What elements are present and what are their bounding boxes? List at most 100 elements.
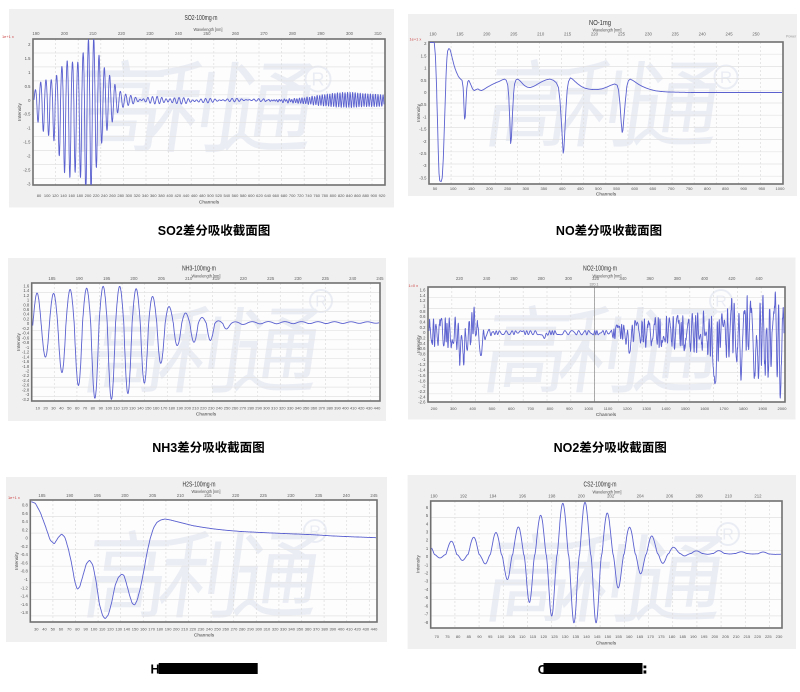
svg-text:150: 150 xyxy=(132,627,139,632)
svg-text:R: R xyxy=(720,68,732,87)
svg-text:-2.5: -2.5 xyxy=(419,151,427,156)
svg-text:195: 195 xyxy=(103,276,111,281)
svg-text:180: 180 xyxy=(669,634,676,639)
svg-text:1000: 1000 xyxy=(584,406,594,411)
svg-text:-0.6: -0.6 xyxy=(22,335,30,340)
svg-text:200: 200 xyxy=(61,31,69,36)
svg-text:230: 230 xyxy=(146,31,154,36)
svg-text:-2: -2 xyxy=(423,139,427,144)
svg-text:225: 225 xyxy=(765,634,772,639)
svg-text:420: 420 xyxy=(174,193,181,198)
svg-text:-1.6: -1.6 xyxy=(418,373,426,378)
svg-text:165: 165 xyxy=(637,634,644,639)
svg-text:230: 230 xyxy=(198,627,205,632)
svg-text:95: 95 xyxy=(488,634,493,639)
svg-text:0.5: 0.5 xyxy=(25,84,31,89)
svg-text:190: 190 xyxy=(32,31,40,36)
svg-text:-2.2: -2.2 xyxy=(418,389,426,394)
svg-text:850: 850 xyxy=(722,186,729,191)
svg-text:100: 100 xyxy=(105,406,112,411)
svg-text:1e+1 x: 1e+1 x xyxy=(2,34,14,39)
svg-text:800: 800 xyxy=(547,406,554,411)
svg-text:2: 2 xyxy=(28,42,31,47)
svg-text:-1.6: -1.6 xyxy=(22,359,30,364)
svg-text:200: 200 xyxy=(184,406,191,411)
svg-text:85: 85 xyxy=(467,634,472,639)
svg-text:-0.8: -0.8 xyxy=(418,352,426,357)
svg-text:215: 215 xyxy=(212,276,220,281)
svg-text:-1.8: -1.8 xyxy=(22,364,30,369)
svg-text:390: 390 xyxy=(334,406,341,411)
svg-text:1100: 1100 xyxy=(604,406,613,411)
svg-text:580: 580 xyxy=(240,193,247,198)
svg-text:110: 110 xyxy=(113,406,120,411)
svg-text:245: 245 xyxy=(370,493,378,498)
svg-text:400: 400 xyxy=(338,627,345,632)
svg-text:200: 200 xyxy=(483,32,491,37)
svg-text:195: 195 xyxy=(456,32,464,37)
svg-text:-6: -6 xyxy=(424,603,428,608)
svg-text:-0.6: -0.6 xyxy=(21,560,29,565)
svg-text:125: 125 xyxy=(551,634,558,639)
svg-text:Intensity: Intensity xyxy=(416,334,422,352)
svg-text:380: 380 xyxy=(326,406,333,411)
svg-text:60: 60 xyxy=(75,406,80,411)
svg-text:360: 360 xyxy=(311,406,318,411)
svg-text:-1: -1 xyxy=(25,345,29,350)
svg-text:1900: 1900 xyxy=(758,406,768,411)
svg-text:300: 300 xyxy=(125,193,132,198)
svg-text:-0.5: -0.5 xyxy=(23,112,31,117)
svg-text:-2.8: -2.8 xyxy=(22,387,30,392)
svg-text:350: 350 xyxy=(541,186,548,191)
svg-text:160: 160 xyxy=(140,627,147,632)
svg-text:310: 310 xyxy=(271,406,278,411)
svg-text:245: 245 xyxy=(726,32,734,37)
svg-text:480: 480 xyxy=(199,193,206,198)
svg-text:240: 240 xyxy=(206,627,213,632)
svg-text:700: 700 xyxy=(668,186,675,191)
svg-text:0.4: 0.4 xyxy=(22,519,28,524)
svg-text:200: 200 xyxy=(431,406,438,411)
svg-text:195: 195 xyxy=(94,493,102,498)
svg-text:210: 210 xyxy=(89,31,97,36)
svg-text:250: 250 xyxy=(504,186,511,191)
svg-text:560: 560 xyxy=(232,193,239,198)
svg-text:R: R xyxy=(715,294,727,311)
svg-text:75: 75 xyxy=(445,634,450,639)
svg-text:240: 240 xyxy=(699,32,707,37)
svg-text:Wavelength [nm]: Wavelength [nm] xyxy=(194,27,223,32)
svg-text:-0.2: -0.2 xyxy=(22,326,30,331)
svg-text:Wavelength [nm]: Wavelength [nm] xyxy=(593,274,622,279)
svg-text:Intensity: Intensity xyxy=(16,332,22,350)
svg-text:5: 5 xyxy=(426,513,429,518)
svg-text:200: 200 xyxy=(711,634,718,639)
svg-text:260: 260 xyxy=(109,193,116,198)
svg-text:190: 190 xyxy=(176,406,183,411)
svg-text:-0.2: -0.2 xyxy=(21,544,29,549)
svg-text:1600: 1600 xyxy=(700,406,710,411)
svg-text:1: 1 xyxy=(28,70,31,75)
svg-text:360: 360 xyxy=(305,627,312,632)
svg-text:370: 370 xyxy=(313,627,320,632)
svg-text:410: 410 xyxy=(346,627,353,632)
svg-text:Intensity: Intensity xyxy=(17,102,23,120)
svg-text:0: 0 xyxy=(426,554,429,559)
svg-text:40: 40 xyxy=(42,627,47,632)
svg-text:0.6: 0.6 xyxy=(23,307,29,312)
svg-text:30: 30 xyxy=(51,406,56,411)
svg-text:170: 170 xyxy=(148,627,155,632)
svg-text:-2.6: -2.6 xyxy=(22,383,30,388)
svg-text:250: 250 xyxy=(224,406,231,411)
svg-text:1800: 1800 xyxy=(739,406,749,411)
svg-text:700: 700 xyxy=(289,193,296,198)
svg-text:175: 175 xyxy=(658,634,665,639)
svg-text:260: 260 xyxy=(232,406,239,411)
svg-text:190: 190 xyxy=(690,634,697,639)
svg-text:205: 205 xyxy=(149,493,157,498)
svg-text:420: 420 xyxy=(728,276,736,281)
svg-text:280: 280 xyxy=(117,193,124,198)
svg-text:840: 840 xyxy=(346,193,353,198)
svg-text:600: 600 xyxy=(631,186,638,191)
svg-text:440: 440 xyxy=(183,193,190,198)
svg-text:0: 0 xyxy=(424,90,427,95)
